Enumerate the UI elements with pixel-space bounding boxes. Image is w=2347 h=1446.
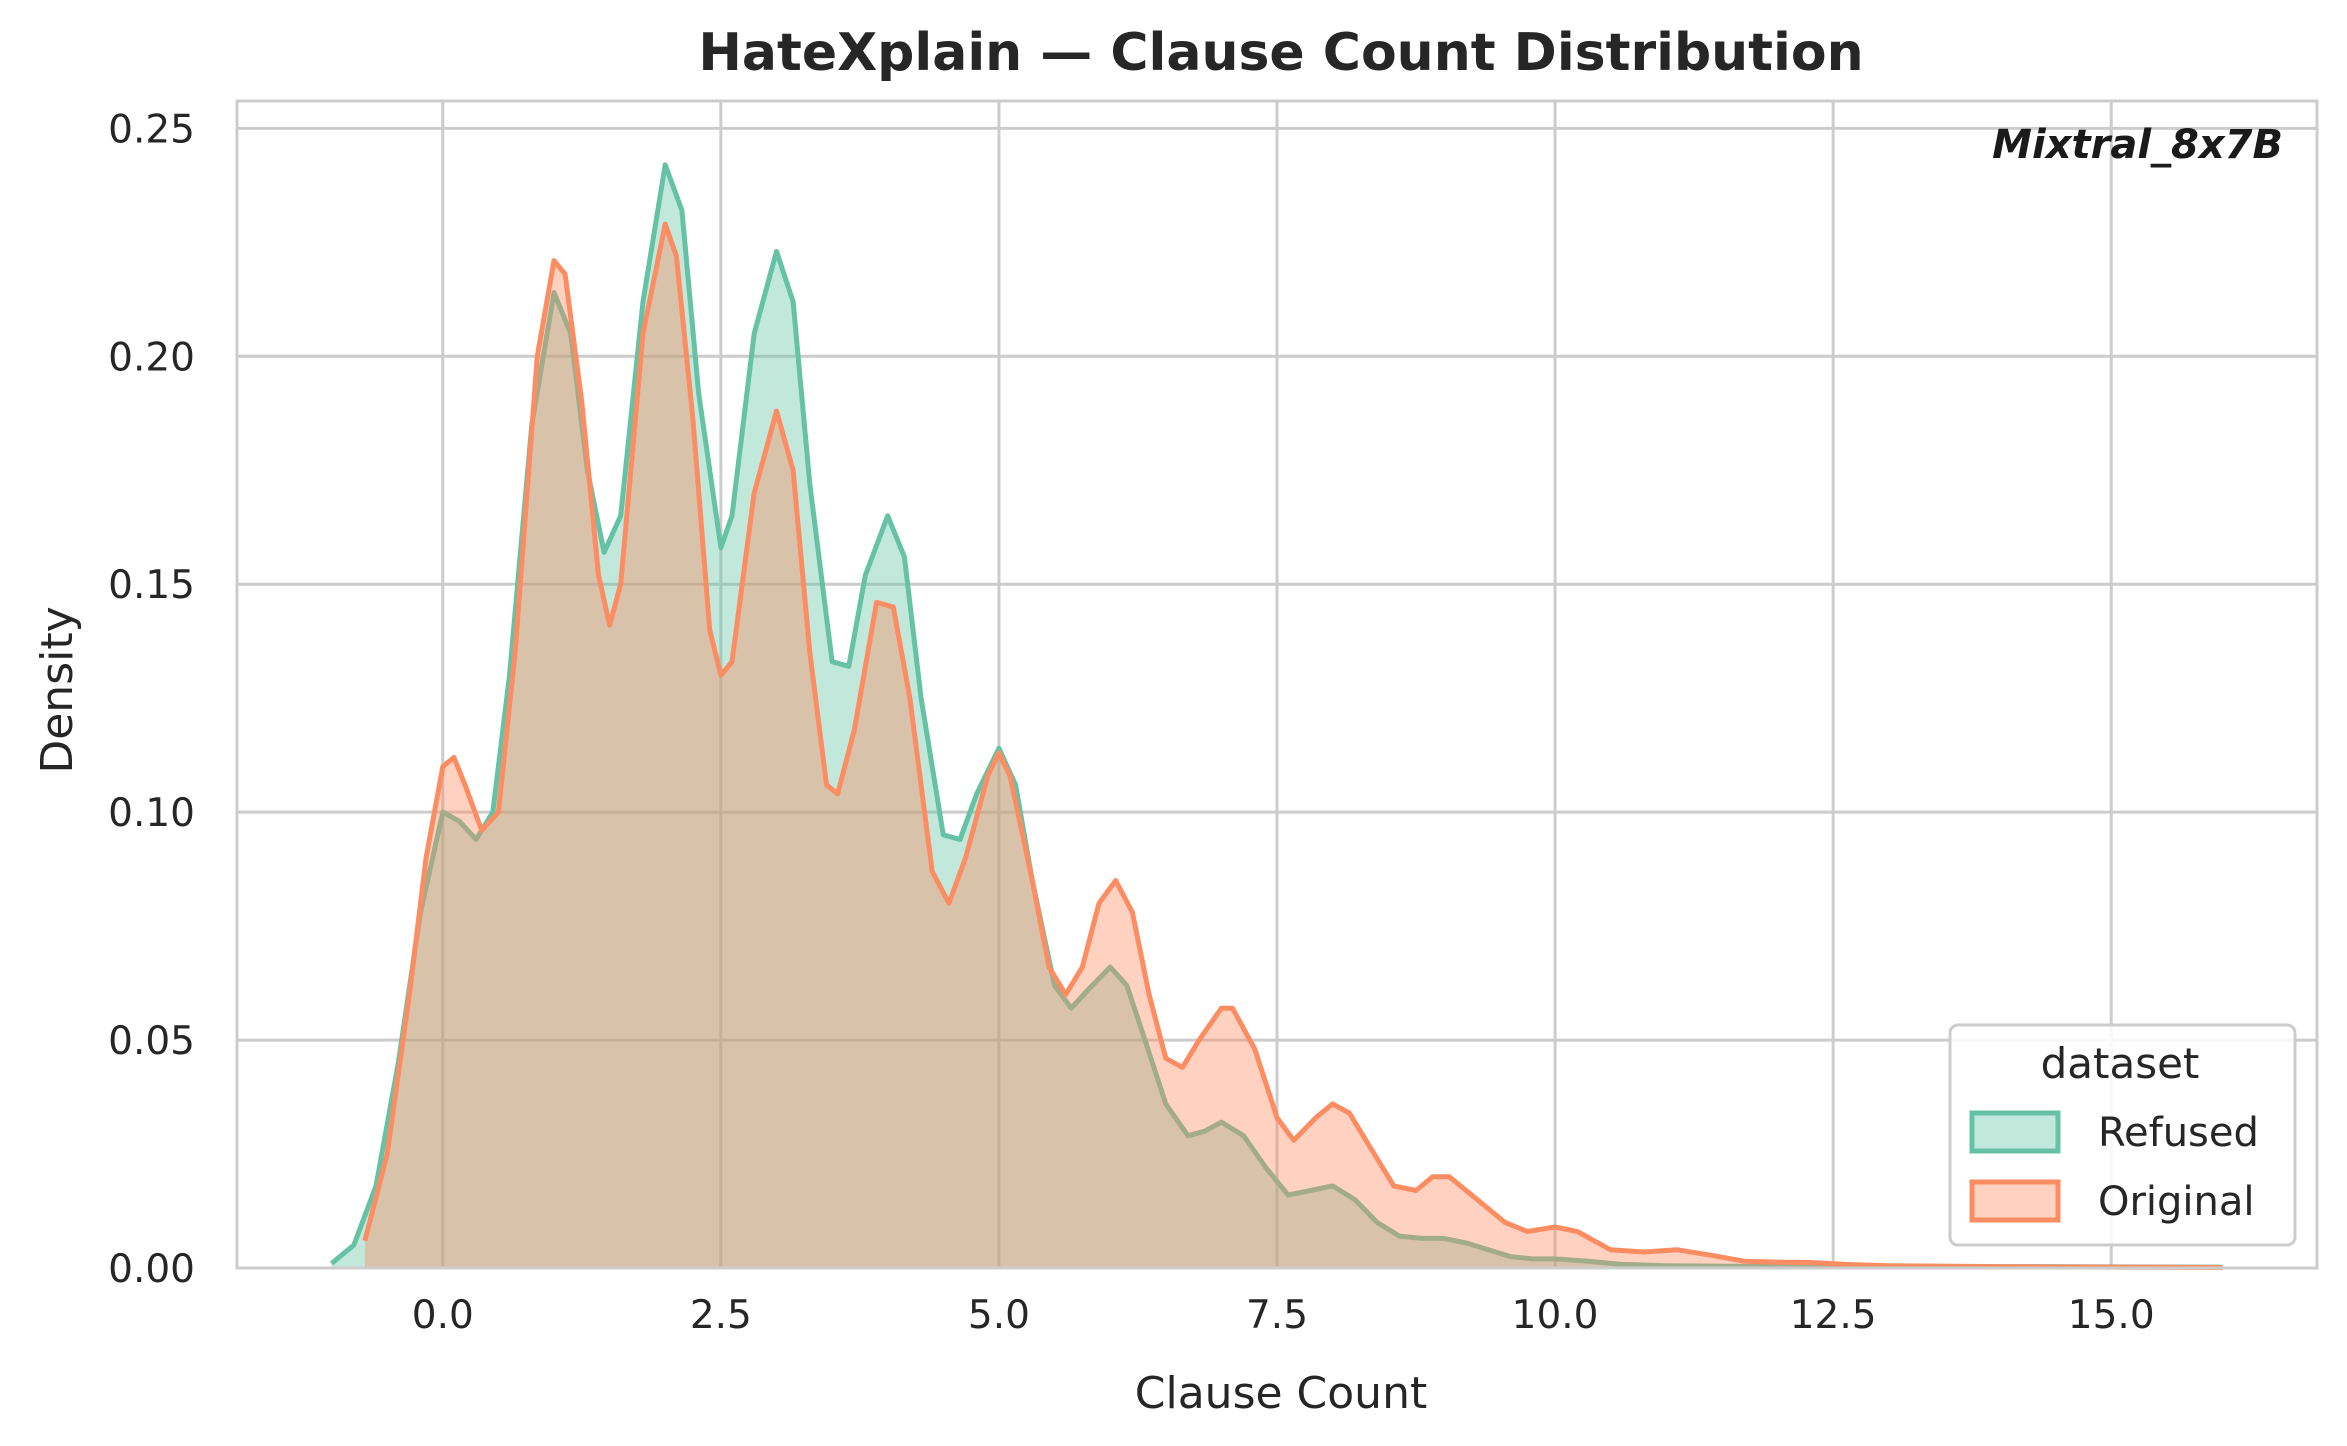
x-tick-label: 10.0 xyxy=(1512,1293,1599,1338)
y-axis-label: Density xyxy=(32,606,83,773)
series-line-refused xyxy=(329,162,2223,1270)
legend-label-original: Original xyxy=(2098,1179,2255,1225)
plot-frame xyxy=(235,99,2319,1270)
x-tick-label: 12.5 xyxy=(1790,1293,1877,1338)
x-tick-label: 7.5 xyxy=(1246,1293,1308,1338)
series-area-original xyxy=(364,224,2223,1269)
legend: dataset Refused Original xyxy=(1948,1023,2297,1247)
y-tick-label: 0.10 xyxy=(108,791,195,836)
grid-lines xyxy=(237,101,2317,1270)
y-tick-label: 0.05 xyxy=(108,1019,195,1064)
x-axis-label: Clause Count xyxy=(1135,1368,1427,1419)
y-tick-label: 0.15 xyxy=(108,563,195,608)
legend-label-refused: Refused xyxy=(2098,1110,2259,1156)
chart-title: HateXplain — Clause Count Distribution xyxy=(698,23,1863,83)
y-tick-label: 0.25 xyxy=(108,107,195,152)
legend-swatch-refused xyxy=(1969,1110,2061,1154)
model-annotation: Mixtral_8x7B xyxy=(1992,122,2283,168)
x-tick-label: 0.0 xyxy=(412,1293,474,1338)
series-line-original xyxy=(362,221,2223,1270)
axis-ticks: 0.0 2.5 5.0 7.5 10.0 12.5 15.0 0.00 0.05 0.10 0.15… xyxy=(108,107,2154,1338)
x-tick-label: 5.0 xyxy=(968,1293,1030,1338)
legend-box xyxy=(1948,1023,2297,1247)
series-layer xyxy=(329,162,2223,1270)
legend-title: dataset xyxy=(2041,1039,2200,1088)
x-tick-label: 15.0 xyxy=(2068,1293,2155,1338)
x-tick-label: 2.5 xyxy=(690,1293,752,1338)
legend-swatch-original xyxy=(1969,1179,2061,1223)
y-tick-label: 0.00 xyxy=(108,1247,195,1292)
y-tick-label: 0.20 xyxy=(108,335,195,380)
